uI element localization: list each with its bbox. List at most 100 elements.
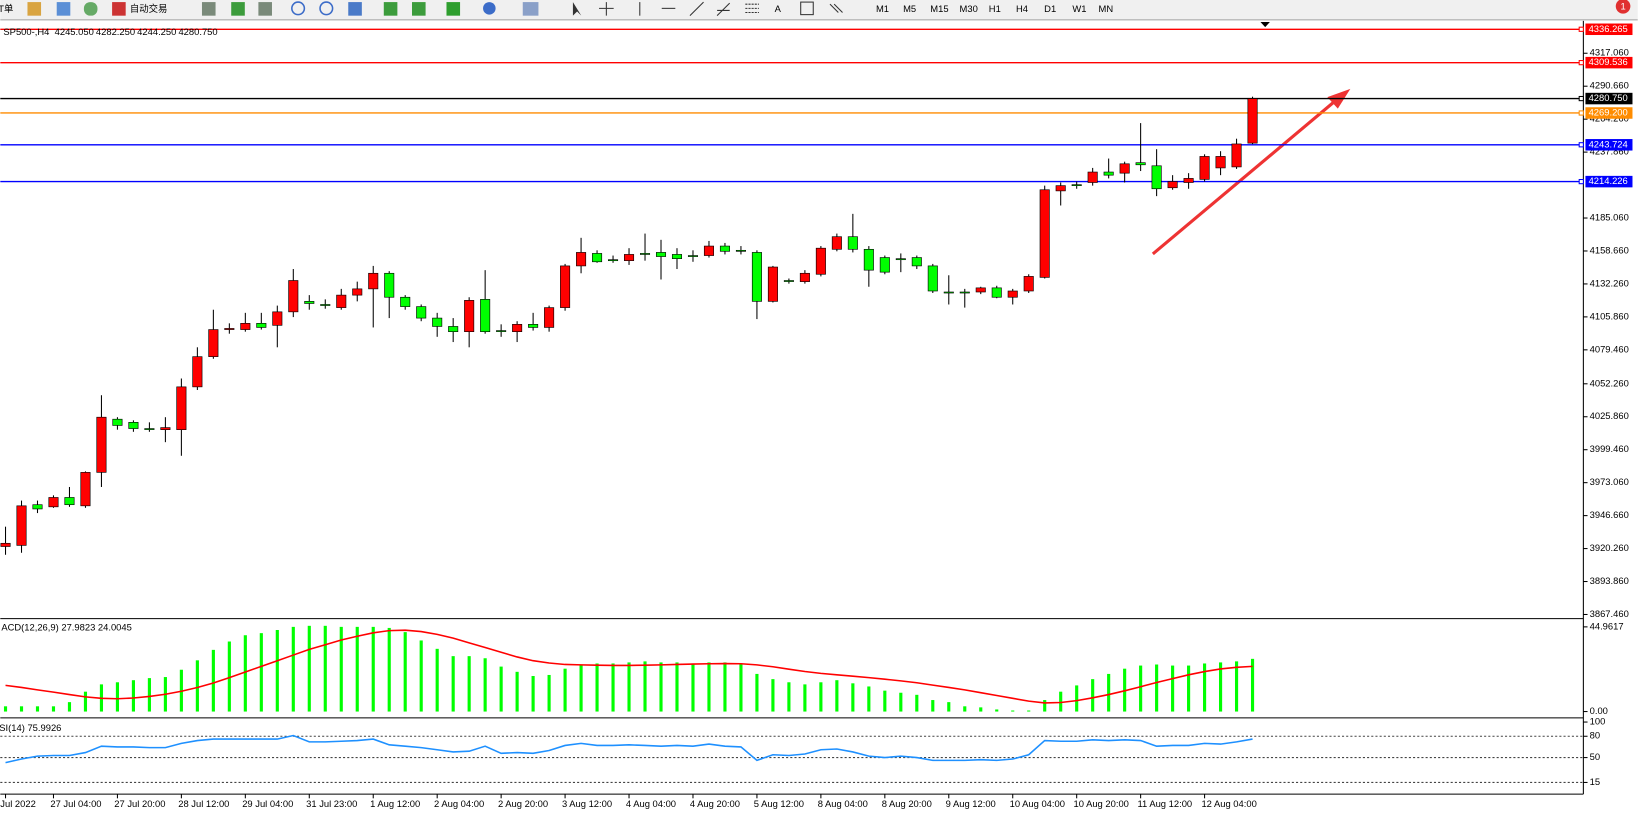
indicator-line (5, 734, 1253, 764)
x-tick-label: 31 Jul 23:00 (306, 798, 357, 809)
macd-bar (771, 679, 775, 712)
candle-body (1023, 276, 1034, 292)
candle-body (208, 329, 219, 357)
candle-body (48, 497, 59, 508)
macd-bar (899, 692, 903, 712)
y-tick-label: 44.9617 (1590, 620, 1624, 631)
x-tick-label: 12 Aug 04:00 (1201, 798, 1256, 809)
crosshair-icon[interactable] (599, 2, 614, 16)
period-button[interactable]: MN (1099, 3, 1114, 14)
candle-body (671, 254, 683, 259)
macd-bar (1043, 700, 1047, 712)
text-tool-icon[interactable]: A (775, 3, 782, 14)
toolbar-label[interactable]: T单 (0, 3, 13, 14)
candle-body (448, 326, 459, 333)
y-tick-label: 4105.860 (1590, 310, 1629, 321)
macd-bar (787, 682, 791, 712)
candle-body (464, 300, 475, 333)
zoom-out-icon[interactable] (319, 1, 334, 16)
macd-bar (915, 694, 919, 712)
level-label-box (1585, 175, 1633, 188)
periods-icon[interactable] (483, 2, 496, 15)
period-button[interactable]: H4 (1016, 3, 1028, 14)
candle-body (176, 386, 187, 430)
zoom-in-icon[interactable] (291, 1, 306, 16)
y-tick-label: 4185.060 (1590, 212, 1629, 223)
toolbar-icon[interactable] (348, 2, 362, 16)
candle-body (895, 258, 906, 261)
macd-bar (867, 686, 871, 712)
macd-bar (1091, 679, 1095, 712)
toolbar-icon[interactable] (258, 2, 272, 16)
macd-bar (547, 674, 551, 712)
macd-bar (675, 662, 679, 712)
x-tick-label: 5 Aug 12:00 (754, 798, 804, 809)
templates-icon[interactable] (522, 2, 539, 16)
x-tick-label: 11 Aug 12:00 (1137, 798, 1192, 809)
macd-bar (403, 632, 407, 712)
level-label: 4214.226 (1589, 175, 1628, 186)
candle-body (384, 272, 395, 298)
toolbar-icon[interactable] (412, 2, 426, 16)
period-button[interactable]: M15 (930, 3, 948, 14)
macd-bar (83, 691, 88, 712)
period-button[interactable]: D1 (1044, 3, 1056, 14)
y-tick-label: 3920.260 (1590, 542, 1629, 553)
candle-body (1039, 189, 1050, 278)
macd-bar (1027, 710, 1031, 712)
ohlc-label: 4280.750 (178, 26, 217, 37)
level-label: 4243.724 (1589, 138, 1628, 149)
macd-bar (1203, 663, 1207, 712)
y-tick-label: 4290.660 (1590, 80, 1629, 91)
toolbar-icon[interactable] (56, 2, 71, 16)
macd-bar (307, 625, 311, 712)
arrows-icon[interactable] (829, 3, 843, 13)
channel-icon[interactable] (716, 2, 731, 17)
toolbar-icon[interactable] (27, 2, 42, 16)
x-tick-label: 10 Aug 04:00 (1010, 798, 1065, 809)
candle-body (352, 288, 363, 296)
candle-body (576, 252, 587, 267)
toolbar-label[interactable]: 自动交易 (130, 3, 168, 14)
toolbar-icon[interactable] (112, 2, 126, 16)
period-button[interactable]: H1 (989, 3, 1001, 14)
macd-bar (1218, 662, 1223, 712)
period-button[interactable]: M1 (876, 3, 889, 14)
macd-bar (931, 700, 935, 712)
candle-body (192, 356, 203, 388)
candle-body (400, 296, 411, 307)
symbol-label: SP500-,H4 (3, 26, 49, 37)
candle-body (831, 236, 842, 250)
candle-body (1119, 163, 1130, 174)
trendline-icon[interactable] (689, 1, 704, 17)
label-tool-icon[interactable] (800, 1, 814, 16)
macd-bar (467, 656, 471, 712)
notification-badge[interactable] (1615, 0, 1631, 14)
x-tick-label: 27 Jul 04:00 (50, 798, 101, 809)
period-button[interactable]: M5 (903, 3, 916, 14)
macd-bar (627, 662, 631, 712)
fibo-icon[interactable] (745, 3, 759, 14)
ohlc-label: 4244.250 (137, 26, 176, 37)
candle-body (1231, 143, 1242, 168)
period-button[interactable]: M30 (960, 3, 978, 14)
candle-body (1087, 171, 1098, 183)
macd-bar (1139, 665, 1143, 712)
macd-bar (291, 626, 295, 712)
macd-bar (659, 662, 663, 712)
candle-body (320, 304, 331, 306)
toolbar-icon[interactable] (231, 2, 245, 16)
candle-body (1055, 185, 1066, 192)
level-handle (1578, 95, 1584, 102)
indicators-icon[interactable] (446, 2, 461, 16)
toolbar-icon[interactable] (83, 2, 98, 16)
x-tick-label: 9 Aug 12:00 (946, 798, 996, 809)
period-button[interactable]: W1 (1072, 3, 1086, 14)
toolbar-icon[interactable] (383, 2, 398, 16)
candle-body (943, 291, 954, 294)
candle-body (432, 317, 443, 327)
toolbar-icon[interactable] (201, 2, 216, 16)
level-label-box (1585, 56, 1633, 69)
macd-bar (707, 662, 711, 712)
